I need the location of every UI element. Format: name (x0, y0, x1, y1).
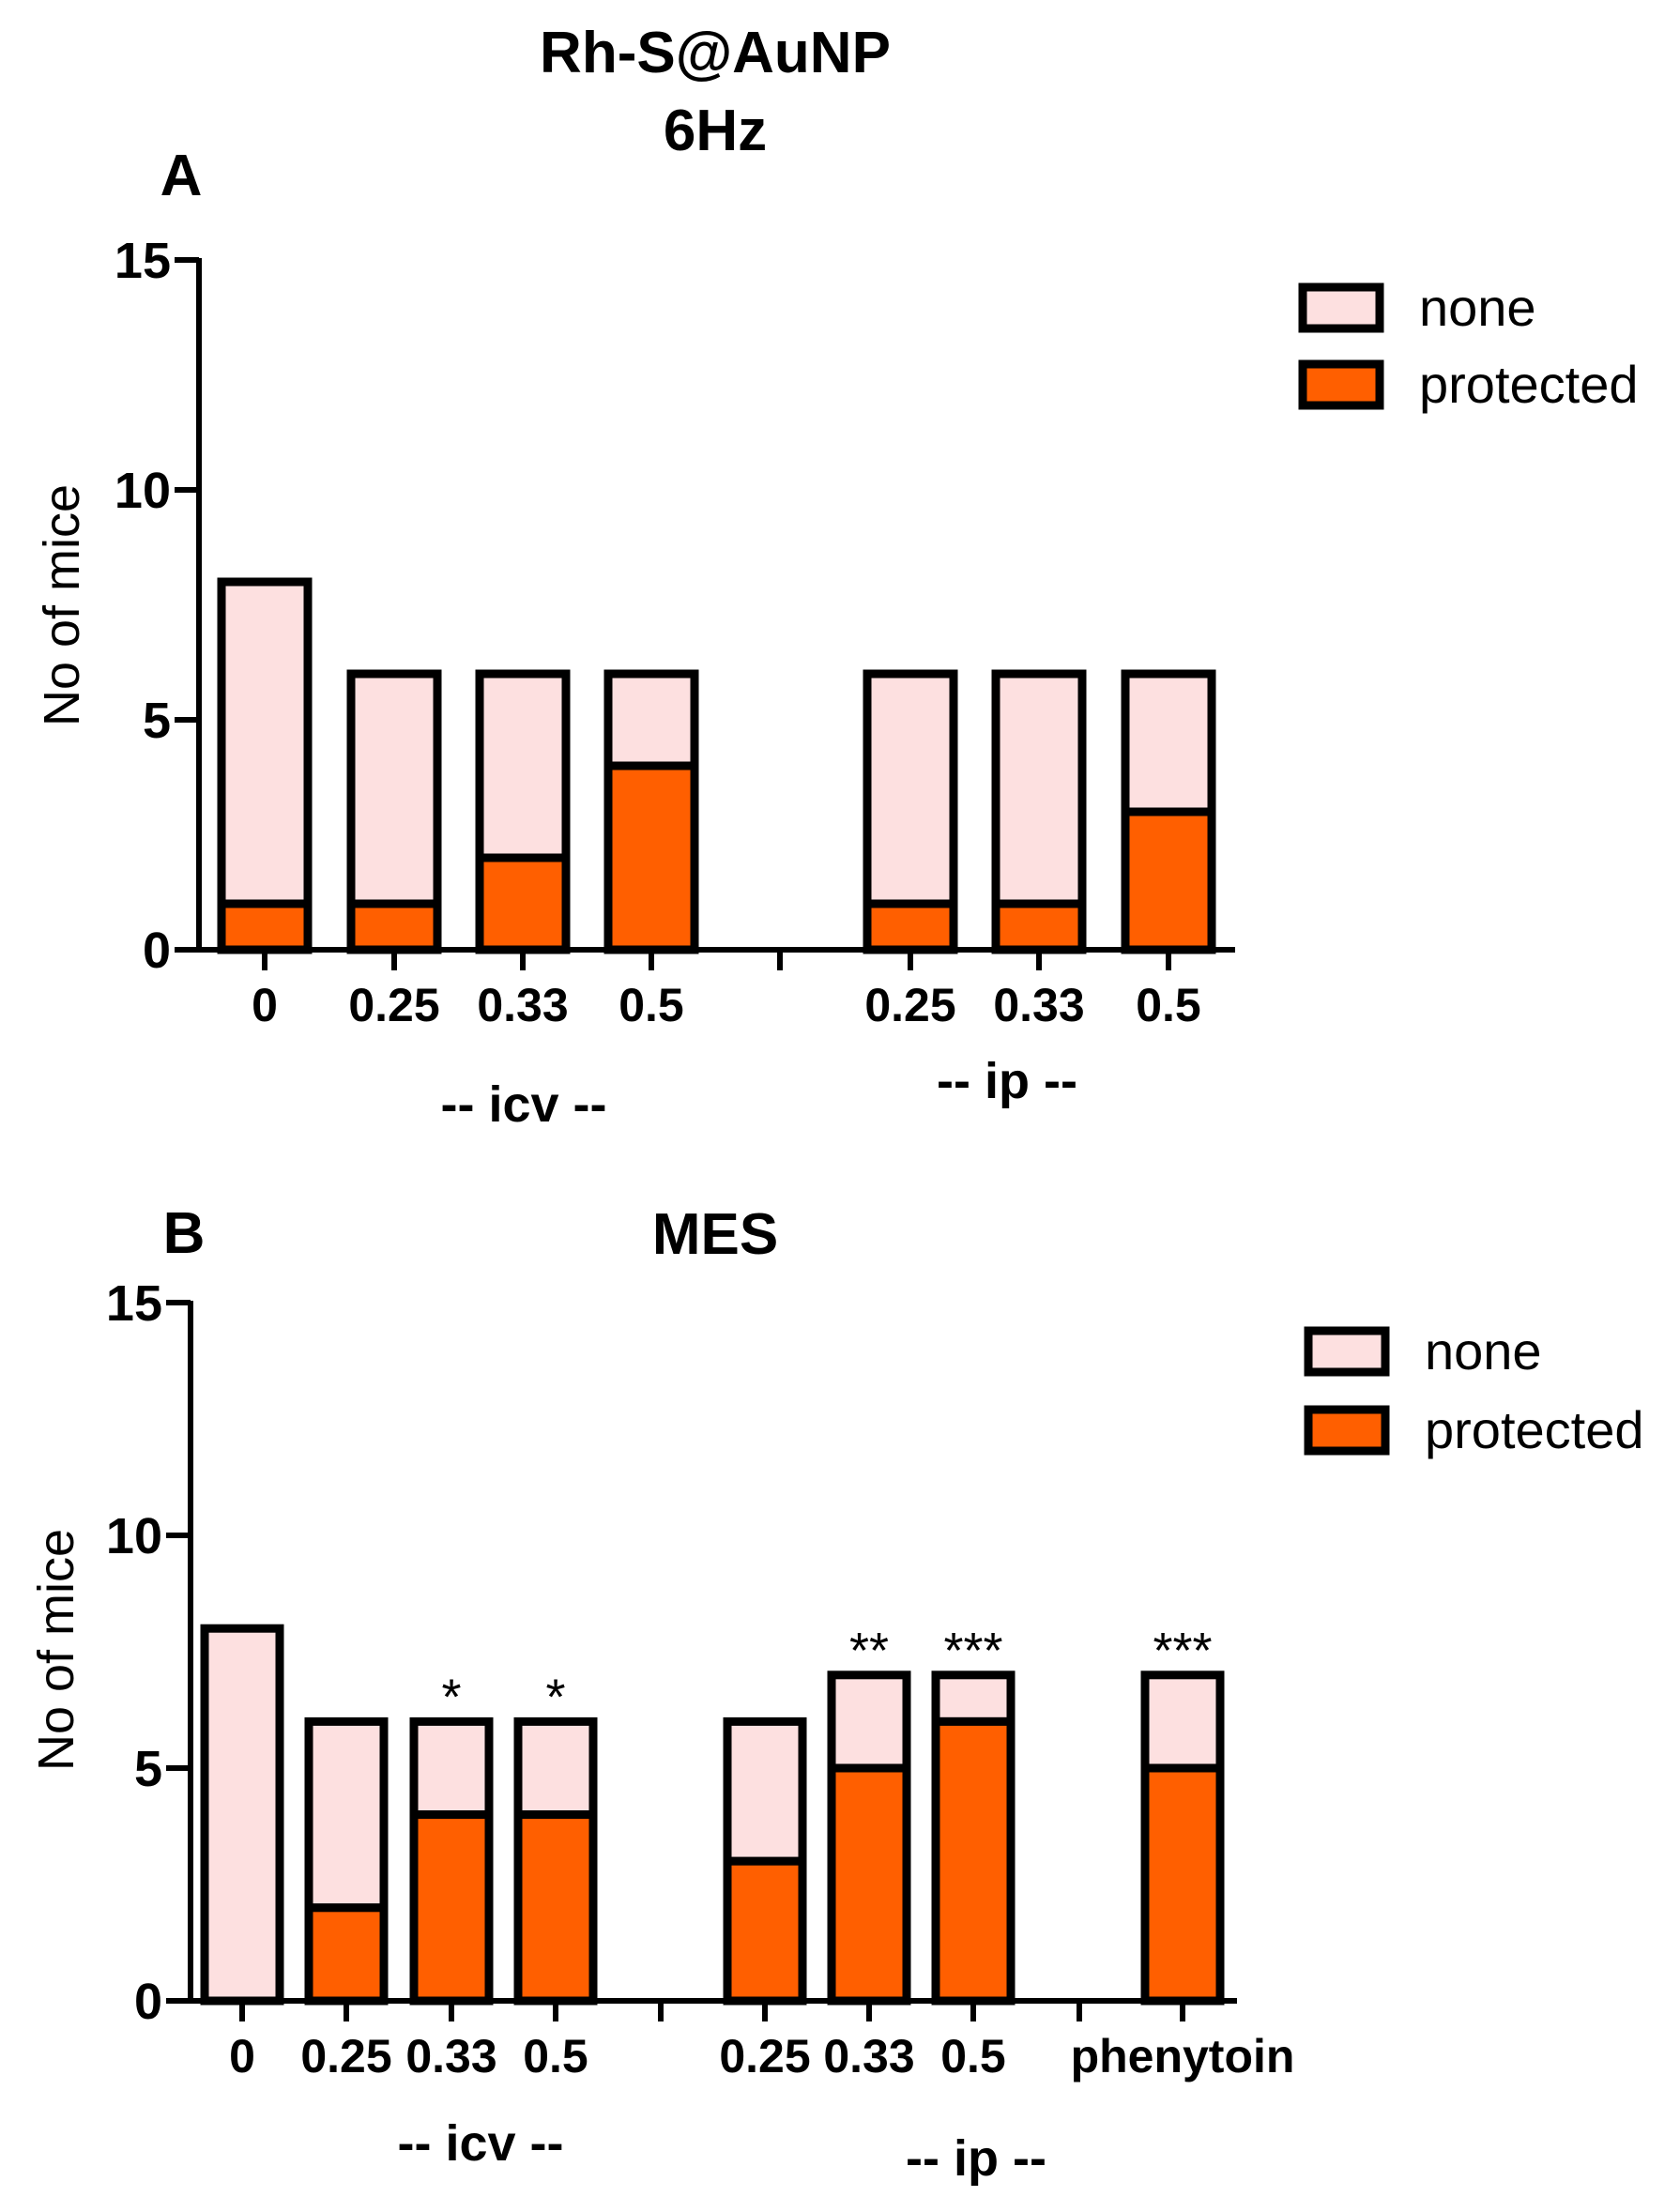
legend-swatch-none (1298, 282, 1384, 333)
panel-a-chart: A No of mice 0 5 10 15 0 0.25 0.33 0.5 0.25 0.33 0.5… (34, 144, 1639, 1133)
bar-protected-segment (304, 1903, 389, 2006)
bar-protected-segment (513, 1810, 598, 2006)
significance-annotation: ** (849, 1623, 889, 1679)
category-label: 0 (229, 2030, 255, 2082)
bar-none-segment (409, 1716, 494, 1820)
legend-swatch-protected (1304, 1405, 1390, 1456)
category-label: 0.5 (619, 979, 684, 1031)
bar-protected-segment (1121, 807, 1216, 954)
legend-swatch-none (1304, 1326, 1390, 1377)
bar-none-segment (603, 669, 699, 770)
category-label: 0.33 (823, 2030, 914, 2082)
category-label: 0.5 (940, 2030, 1006, 2082)
y-axis-label: No of mice (34, 484, 90, 726)
group-label: -- ip -- (937, 1053, 1077, 1109)
group-label: -- icv -- (397, 2115, 563, 2172)
bar-protected-segment (827, 1763, 911, 2006)
significance-annotation: * (545, 1669, 565, 1725)
legend-label-protected: protected (1425, 1400, 1644, 1459)
figure-title: Rh-S@AuNP (540, 21, 891, 85)
panel-b-title: MES (652, 1202, 778, 1267)
category-label: 0.33 (477, 979, 568, 1031)
category-label: 0.33 (993, 979, 1084, 1031)
bar-protected-segment (723, 1856, 807, 2006)
y-tick-label: 0 (134, 1974, 162, 2030)
category-label: phenytoin (1071, 2030, 1295, 2082)
y-tick-label: 5 (134, 1741, 162, 1797)
category-label: 0.25 (864, 979, 955, 1031)
bar-protected-segment (475, 853, 571, 954)
bar-none-segment (863, 669, 958, 908)
legend-label-protected: protected (1419, 355, 1639, 414)
y-tick-label: 10 (115, 463, 171, 519)
y-axis-label: No of mice (28, 1529, 84, 1771)
y-tick-label: 15 (106, 1275, 162, 1332)
category-label: 0.5 (1136, 979, 1201, 1031)
category-label: 0.25 (348, 979, 439, 1031)
bar-none-segment (1140, 1670, 1225, 1773)
y-tick-label: 0 (143, 923, 171, 979)
bar-protected-segment (217, 899, 313, 954)
legend-swatch-protected (1298, 359, 1384, 410)
bar-protected-segment (863, 899, 958, 954)
significance-annotation: *** (1153, 1623, 1212, 1679)
bar-none-segment (1121, 669, 1216, 816)
bar-none-segment (346, 669, 442, 908)
bar-protected-segment (1140, 1763, 1225, 2006)
panel-b-label: B (163, 1201, 206, 1266)
figure-subtitle: 6Hz (664, 99, 767, 163)
y-tick-label: 10 (106, 1508, 162, 1564)
bar-none-segment (304, 1716, 389, 1913)
category-label: 0.5 (523, 2030, 588, 2082)
bar-none-segment (931, 1670, 1016, 1726)
category-label: 0.33 (405, 2030, 496, 2082)
bar-protected-segment (931, 1716, 1016, 2006)
bar-none-segment (200, 1624, 284, 2006)
legend-label-none: none (1419, 278, 1536, 337)
bar-none-segment (827, 1670, 911, 1773)
category-label: 0.25 (719, 2030, 810, 2082)
bar-protected-segment (991, 899, 1087, 954)
bar-none-segment (991, 669, 1087, 908)
significance-annotation: * (441, 1669, 461, 1725)
bar-none-segment (475, 669, 571, 862)
category-label: 0 (252, 979, 278, 1031)
y-tick-label: 15 (115, 233, 171, 289)
bar-none-segment (723, 1716, 807, 1866)
group-label: -- icv -- (440, 1076, 606, 1133)
bar-protected-segment (346, 899, 442, 954)
bar-none-segment (513, 1716, 598, 1820)
category-label: 0.25 (300, 2030, 391, 2082)
bar-protected-segment (603, 761, 699, 954)
legend-label-none: none (1425, 1321, 1542, 1381)
group-label: -- ip -- (906, 2130, 1046, 2187)
bar-protected-segment (409, 1810, 494, 2006)
bar-none-segment (217, 577, 313, 908)
panel-a-label: A (160, 144, 203, 208)
significance-annotation: *** (943, 1623, 1002, 1679)
y-tick-label: 5 (143, 693, 171, 749)
